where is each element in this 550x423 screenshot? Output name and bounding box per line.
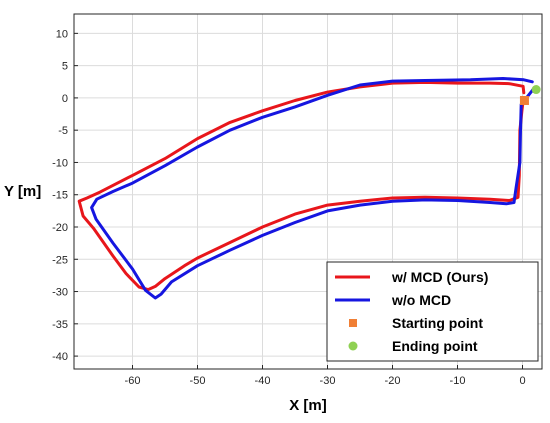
legend-marker-ending-point	[348, 341, 358, 351]
y-tick-label: -10	[52, 157, 68, 169]
x-tick-label: -10	[450, 375, 466, 387]
y-tick-label: -15	[52, 190, 68, 202]
y-tick-label: -20	[52, 222, 68, 234]
ending-point-marker	[531, 85, 541, 95]
tick-labels: -60 -50 -40 -30 -20 -10 0 10 5 0 -5 -10 -15 -20 -25 -30…	[52, 28, 525, 387]
y-tick-label: -5	[58, 125, 68, 137]
y-tick-label: -30	[52, 287, 68, 299]
trajectory-without-mcd	[90, 77, 535, 300]
series-layer	[77, 77, 541, 300]
y-tick-label: -35	[52, 319, 68, 331]
x-axis-label: X [m]	[289, 397, 327, 414]
x-tick-label: -20	[385, 375, 401, 387]
legend-label-without-mcd: w/o MCD	[391, 292, 451, 308]
legend-marker-starting-point	[349, 319, 357, 327]
x-tick-label: -40	[255, 375, 271, 387]
x-tick-label: 0	[519, 375, 525, 387]
y-tick-label: 5	[62, 61, 68, 73]
legend-label-starting-point: Starting point	[392, 315, 483, 331]
legend: w/ MCD (Ours) w/o MCD Starting point End…	[326, 261, 539, 362]
y-tick-label: 10	[56, 28, 68, 40]
x-tick-label: -60	[125, 375, 141, 387]
legend-label-with-mcd: w/ MCD (Ours)	[391, 269, 488, 285]
trajectory-with-mcd	[77, 80, 526, 292]
x-tick-label: -50	[190, 375, 206, 387]
legend-label-ending-point: Ending point	[392, 338, 478, 354]
x-tick-label: -30	[320, 375, 336, 387]
y-axis-label: Y [m]	[4, 183, 41, 200]
y-tick-label: -40	[52, 351, 68, 363]
plot-frame	[73, 13, 543, 370]
y-tick-label: -25	[52, 254, 68, 266]
y-tick-label: 0	[62, 93, 68, 105]
starting-point-marker	[519, 95, 529, 105]
